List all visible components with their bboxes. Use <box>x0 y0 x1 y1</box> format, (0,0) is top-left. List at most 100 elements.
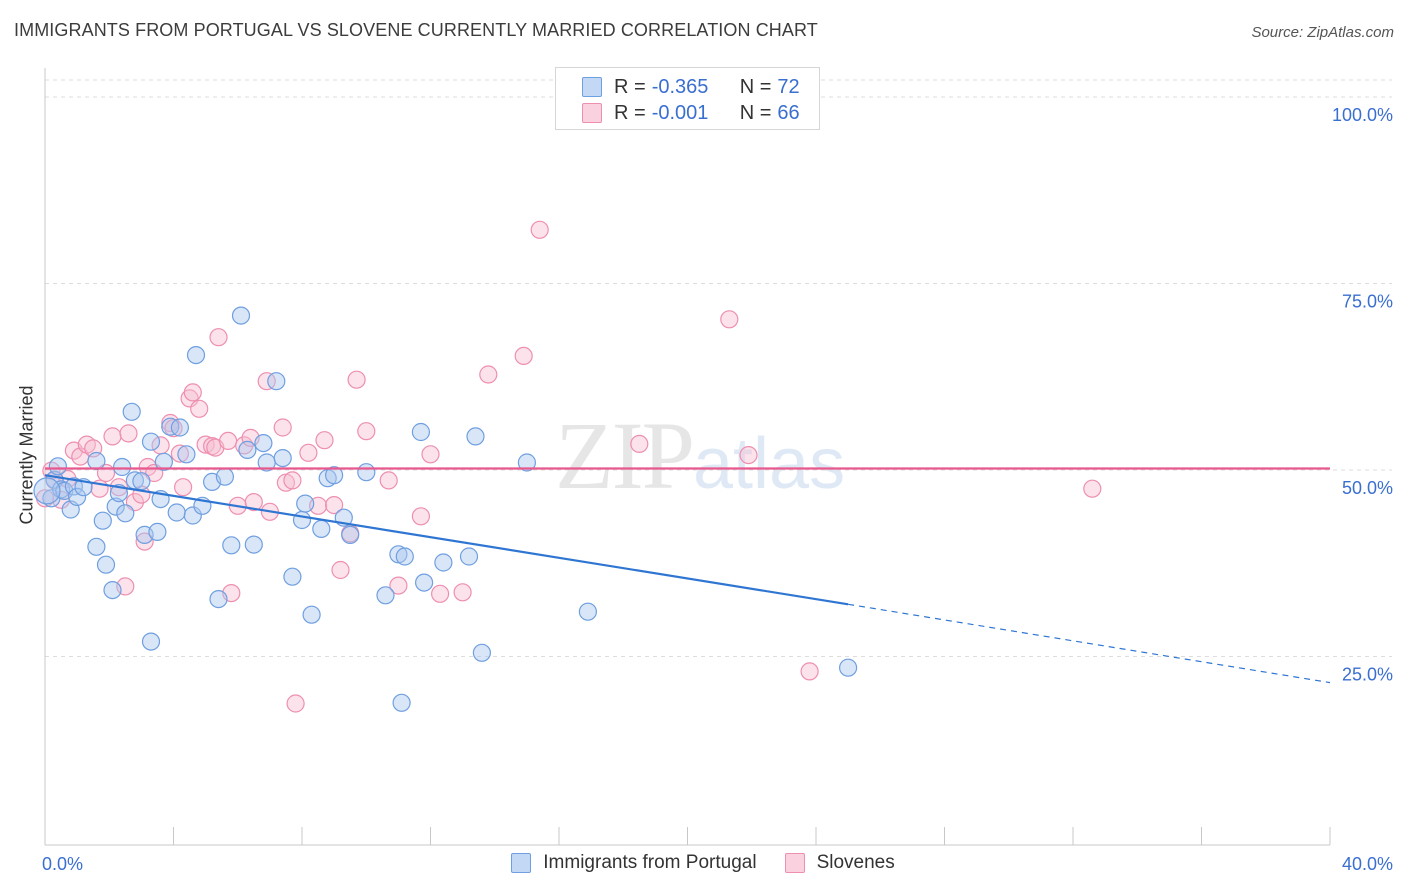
legend-row-portugal: R = -0.365 N = 72 <box>582 74 800 100</box>
trend-lines <box>44 467 1331 684</box>
legend-r-value: -0.365 <box>651 75 709 98</box>
data-point-portugal <box>325 466 344 485</box>
data-point-portugal <box>215 467 234 486</box>
data-point-slovenes <box>325 496 344 515</box>
series-legend-portugal: Immigrants from Portugal <box>511 852 757 874</box>
data-point-slovenes <box>135 532 154 551</box>
data-point-slovenes <box>190 399 209 418</box>
correlation-legend: R = -0.365 N = 72 R = -0.001 N = 66 <box>555 67 820 130</box>
data-point-portugal <box>283 567 302 586</box>
data-point-portugal <box>209 589 228 609</box>
data-point-portugal <box>161 417 180 436</box>
data-point-portugal <box>167 503 186 522</box>
data-point-portugal <box>517 453 537 472</box>
legend-n-label: N = <box>739 101 772 124</box>
data-point-portugal <box>312 519 331 539</box>
data-point-portugal <box>578 602 598 621</box>
series-swatch-slovenes <box>784 853 805 873</box>
data-point-slovenes <box>431 584 450 603</box>
data-point-portugal <box>415 573 434 592</box>
data-point-slovenes <box>421 445 440 464</box>
data-point-portugal <box>154 452 173 471</box>
data-point-portugal <box>87 451 106 471</box>
data-point-slovenes <box>530 220 549 239</box>
data-point-slovenes <box>119 424 138 443</box>
tick-labels: 25.0% 50.0% 75.0% 100.0% 0.0% 40.0% <box>42 105 1393 874</box>
data-point-portugal <box>376 586 395 605</box>
legend-r-value: -0.001 <box>651 101 709 124</box>
y-tick-label: 75.0% <box>1342 292 1393 312</box>
trend-line-portugal <box>44 474 849 606</box>
data-point-portugal <box>87 537 106 556</box>
data-point-portugal <box>357 463 376 482</box>
watermark-atlas: atlas <box>693 424 846 504</box>
data-point-portugal <box>48 457 68 476</box>
data-point-portugal <box>466 427 485 446</box>
data-point-slovenes <box>720 310 739 329</box>
x-tick-label: 0.0% <box>42 854 83 874</box>
data-point-slovenes <box>103 427 122 446</box>
data-point-slovenes <box>273 418 292 437</box>
legend-n-value: 72 <box>777 75 800 98</box>
data-point-portugal <box>296 494 315 513</box>
data-point-slovenes <box>357 422 376 441</box>
data-point-portugal <box>103 580 122 600</box>
data-point-slovenes <box>244 493 263 512</box>
data-point-portugal-large <box>33 477 61 505</box>
data-point-portugal <box>472 643 491 662</box>
legend-row-slovenes: R = -0.001 N = 66 <box>582 100 800 126</box>
x-tick-label: 40.0% <box>1342 854 1393 874</box>
data-point-portugal <box>254 434 273 453</box>
grid-lines <box>45 79 1392 657</box>
data-point-portugal <box>273 449 292 468</box>
legend-swatch-slovenes <box>582 103 602 123</box>
data-point-slovenes <box>283 471 302 490</box>
data-point-portugal <box>183 506 202 525</box>
data-point-slovenes <box>800 662 819 681</box>
data-point-portugal <box>838 658 858 677</box>
data-point-slovenes <box>514 346 533 365</box>
data-point-portugal <box>244 535 263 554</box>
data-point-portugal <box>392 693 411 712</box>
data-point-slovenes <box>331 560 350 580</box>
data-point-portugal <box>122 402 141 421</box>
legend-r-label: R = <box>614 75 646 98</box>
data-point-slovenes <box>299 443 318 462</box>
data-point-portugal <box>67 487 87 506</box>
data-point-portugal <box>106 497 125 516</box>
data-point-slovenes <box>630 434 649 453</box>
data-point-portugal <box>302 605 321 624</box>
y-tick-label: 100.0% <box>1332 105 1393 125</box>
series-swatch-portugal <box>511 853 532 873</box>
data-point-slovenes <box>315 431 334 450</box>
data-point-portugal <box>112 457 132 477</box>
chart-title: IMMIGRANTS FROM PORTUGAL VS SLOVENE CURR… <box>14 20 818 40</box>
series-legend-slovenes: Slovenes <box>784 852 895 874</box>
data-point-portugal <box>132 472 151 491</box>
data-point-portugal <box>267 372 286 391</box>
data-point-slovenes <box>411 507 430 526</box>
data-point-slovenes <box>219 431 238 450</box>
data-point-slovenes <box>347 370 366 389</box>
legend-n-value: 66 <box>777 101 800 124</box>
data-point-portugal <box>64 477 84 496</box>
y-tick-label: 50.0% <box>1342 478 1393 498</box>
y-tick-label: 25.0% <box>1342 665 1393 685</box>
legend-swatch-portugal <box>582 77 602 97</box>
data-point-portugal <box>341 525 360 545</box>
data-point-portugal <box>292 510 312 530</box>
data-point-portugal <box>411 422 430 442</box>
legend-n-label: N = <box>739 75 772 98</box>
data-point-slovenes <box>286 694 305 713</box>
data-point-slovenes <box>170 444 189 463</box>
data-point-portugal <box>96 555 116 574</box>
data-point-slovenes <box>257 372 276 391</box>
series-label-portugal: Immigrants from Portugal <box>543 852 757 873</box>
series-label-slovenes: Slovenes <box>816 852 895 873</box>
data-point-portugal <box>116 504 135 523</box>
data-point-portugal <box>177 445 196 464</box>
series-legend: Immigrants from Portugal Slovenes <box>0 852 1406 874</box>
data-point-portugal <box>186 346 206 365</box>
data-point-slovenes <box>1083 479 1102 498</box>
